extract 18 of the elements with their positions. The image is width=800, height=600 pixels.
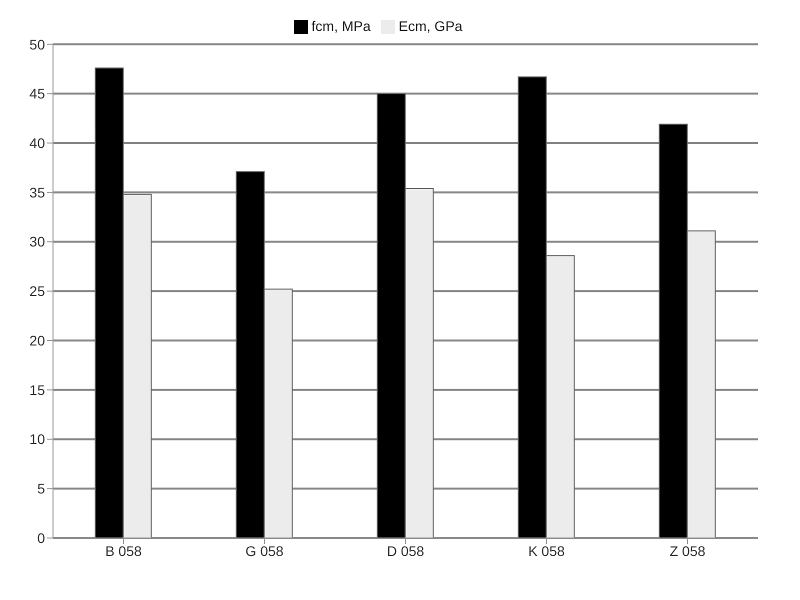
x-tick-label: G 058 [245, 542, 284, 559]
y-tick-label: 30 [29, 234, 46, 250]
x-tick-label: B 058 [105, 542, 142, 559]
y-tick-label: 25 [29, 283, 46, 300]
legend-label: fcm, MPa [312, 18, 371, 34]
x-tick-label: Z 058 [670, 542, 706, 559]
y-tick-label: 10 [29, 431, 46, 448]
legend-label: Ecm, GPa [398, 18, 462, 34]
y-tick-label: 5 [37, 480, 46, 497]
x-tick-label: K 058 [528, 542, 566, 559]
y-tick-label: 50 [29, 36, 46, 52]
y-tick-label: 45 [29, 86, 46, 102]
y-tick-label: 20 [29, 332, 46, 348]
x-tick-label: D 058 [386, 542, 424, 559]
y-tick-label: 35 [29, 184, 46, 200]
y-tick-label: 40 [29, 135, 46, 152]
y-tick-label: 0 [37, 530, 46, 546]
y-tick-label: 15 [29, 382, 46, 398]
